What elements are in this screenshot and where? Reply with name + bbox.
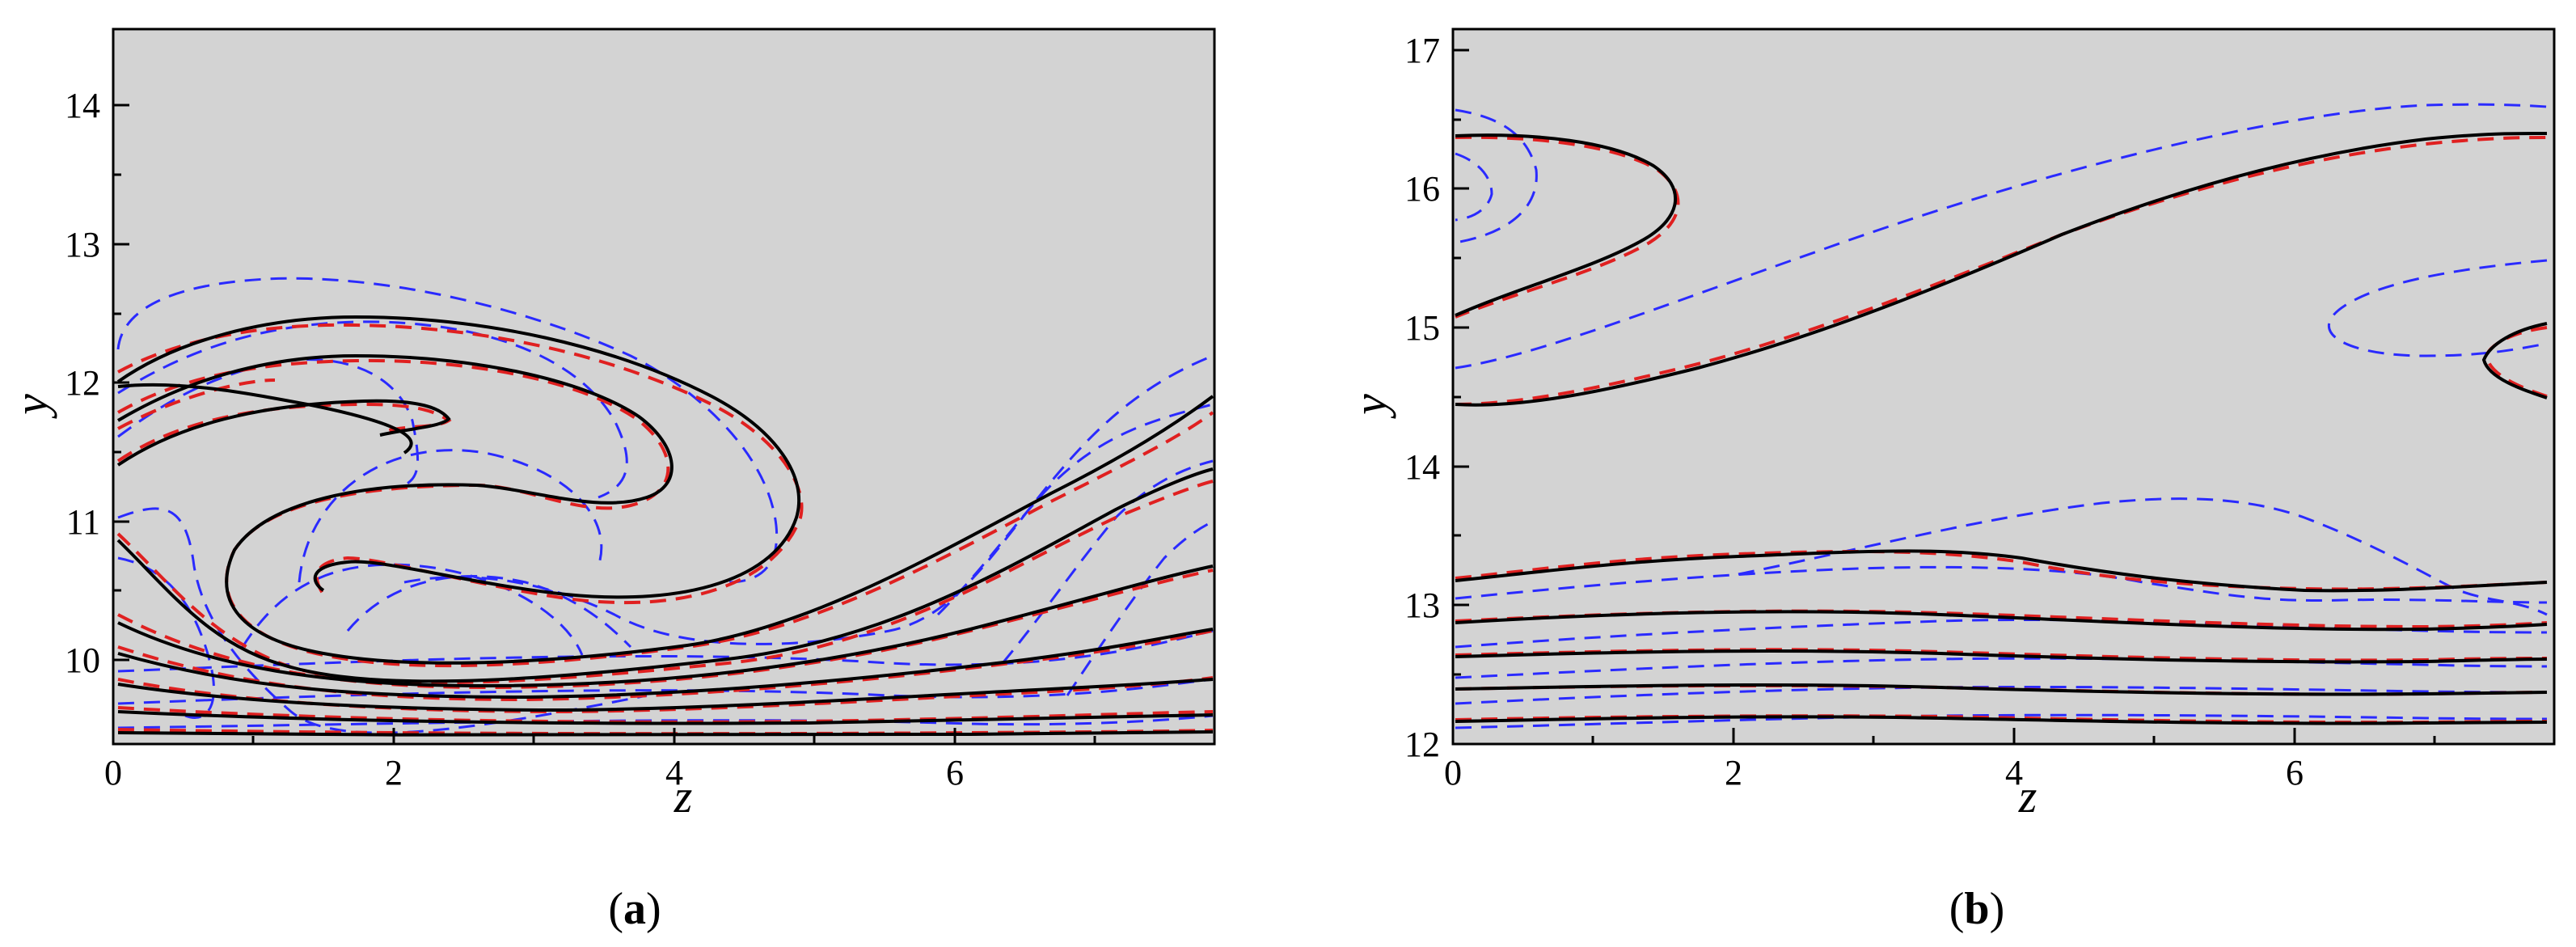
y-tick-label: 10 xyxy=(65,640,100,680)
blue-contour xyxy=(346,575,632,649)
y-ticks-b xyxy=(1453,49,1469,746)
blue-contour xyxy=(1001,459,1214,664)
blue-contour xyxy=(298,449,603,583)
y-tick-labels-a: 10 11 12 13 14 xyxy=(65,86,100,680)
solid-contour xyxy=(117,678,1214,712)
solid-contour xyxy=(1455,610,2548,632)
red-contour xyxy=(2484,326,2548,398)
x-tick-label: 6 xyxy=(946,753,964,793)
solid-contour xyxy=(117,730,1214,738)
x-tick-labels-a: 0 2 4 6 xyxy=(104,753,964,793)
solid-contour xyxy=(2481,322,2548,400)
x-tick-label: 6 xyxy=(2286,753,2304,793)
contours-a xyxy=(116,277,1214,738)
blue-contour xyxy=(936,403,1214,616)
blue-contour xyxy=(1455,108,1538,244)
red-contour xyxy=(117,569,1214,690)
y-tick-label: 14 xyxy=(65,86,100,125)
y-tick-label: 17 xyxy=(1404,31,1440,70)
solid-contour xyxy=(1455,131,2548,407)
y-tick-label: 16 xyxy=(1404,169,1440,209)
solid-contour xyxy=(116,353,1214,665)
solid-contour xyxy=(1455,715,2548,725)
x-tick-label: 0 xyxy=(104,753,122,793)
x-axis-label-a: z xyxy=(674,770,693,822)
x-tick-label: 4 xyxy=(665,753,683,793)
x-axis-label-b: z xyxy=(2018,770,2038,822)
red-contour xyxy=(1455,135,1680,319)
solid-contour xyxy=(117,710,1214,725)
plot-area-a xyxy=(112,27,1216,746)
blue-contour xyxy=(2327,259,2548,357)
solid-contour xyxy=(117,383,413,454)
blue-contour xyxy=(1455,152,1493,222)
blue-contour xyxy=(117,358,420,487)
blue-contour xyxy=(117,629,1214,673)
y-tick-labels-b: 12 13 14 15 16 17 xyxy=(1404,31,1440,764)
y-tick-label: 13 xyxy=(65,225,100,264)
y-tick-label: 11 xyxy=(66,502,100,542)
solid-contour xyxy=(117,628,1214,700)
blue-contour xyxy=(117,678,1214,705)
x-ticks-a xyxy=(112,728,1096,744)
y-tick-label: 12 xyxy=(1404,725,1440,764)
x-tick-label: 4 xyxy=(2005,753,2023,793)
solid-contour xyxy=(116,315,801,599)
solid-contour xyxy=(116,399,451,467)
contours-b xyxy=(1455,103,2548,729)
blue-contour xyxy=(1066,520,1214,696)
blue-contour xyxy=(117,556,215,719)
panel-caption-b: (b) xyxy=(1949,884,2004,934)
red-contour xyxy=(117,629,1214,702)
x-tick-labels-b: 0 2 4 6 xyxy=(1444,753,2304,793)
solid-contour xyxy=(1455,683,2548,696)
y-tick-label: 13 xyxy=(1404,586,1440,625)
panel-b: 0 2 4 6 12 13 14 15 16 17 z y (b) xyxy=(1344,27,2556,934)
solid-contour xyxy=(1455,133,1677,317)
blue-contour xyxy=(116,277,779,584)
solid-contour xyxy=(116,467,1214,683)
solid-contour xyxy=(117,564,1214,688)
black-solid-contours-b xyxy=(1455,131,2548,725)
y-ticks-a xyxy=(113,104,129,662)
y-tick-label: 14 xyxy=(1404,447,1440,487)
solid-contour xyxy=(1455,549,2548,593)
y-tick-label: 15 xyxy=(1404,308,1440,348)
panel-a: 0 2 4 6 10 11 12 13 14 z y (a) xyxy=(5,27,1216,934)
blue-contour xyxy=(117,320,628,499)
y-tick-label: 12 xyxy=(65,363,100,403)
blue-contour xyxy=(1455,103,2548,370)
solid-contour xyxy=(1455,649,2548,664)
y-axis-label-b: y xyxy=(1344,394,1396,419)
x-tick-label: 2 xyxy=(1725,753,1742,793)
x-tick-label: 2 xyxy=(385,753,403,793)
blue-contour xyxy=(1738,497,2548,616)
panel-caption-a: (a) xyxy=(608,884,661,934)
y-axis-label-a: y xyxy=(5,394,57,419)
x-ticks-b xyxy=(1451,728,2436,744)
x-tick-label: 0 xyxy=(1444,753,1462,793)
red-contour xyxy=(116,480,1214,685)
black-solid-contours-a xyxy=(116,315,1214,738)
blue-contour xyxy=(241,563,584,656)
